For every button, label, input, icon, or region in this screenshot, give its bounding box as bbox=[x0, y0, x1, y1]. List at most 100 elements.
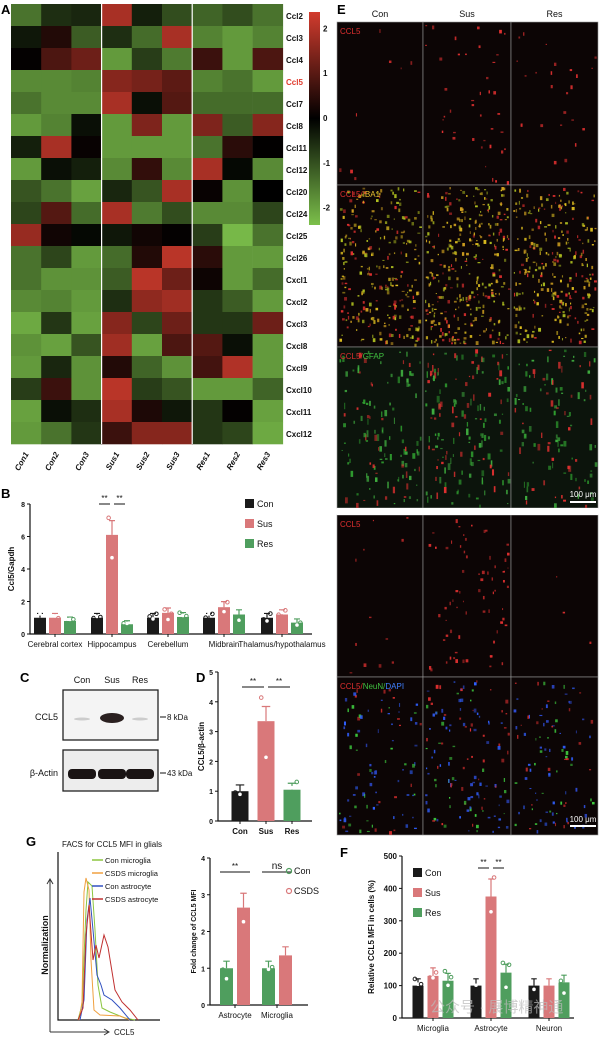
micrograph-signal bbox=[425, 235, 428, 238]
micrograph-signal bbox=[468, 224, 471, 228]
micrograph-signal bbox=[474, 814, 477, 817]
micrograph-signal bbox=[521, 292, 524, 295]
micrograph-signal bbox=[371, 215, 373, 218]
micrograph-signal bbox=[481, 480, 484, 485]
micrograph-signal bbox=[567, 465, 570, 470]
micrograph-signal bbox=[373, 776, 376, 778]
heatmap-cell bbox=[131, 378, 163, 401]
micrograph-signal bbox=[448, 276, 451, 281]
heatmap-cell bbox=[162, 48, 193, 71]
micrograph-signal bbox=[430, 320, 434, 324]
micrograph-signal bbox=[397, 376, 401, 384]
micrograph-signal bbox=[488, 90, 490, 94]
micrograph-signal bbox=[385, 340, 388, 345]
micrograph-signal bbox=[453, 437, 455, 444]
micrograph-signal bbox=[534, 337, 537, 339]
micrograph-signal bbox=[426, 251, 429, 254]
data-point bbox=[64, 620, 69, 626]
micrograph-signal bbox=[590, 418, 593, 425]
micrograph-signal bbox=[383, 324, 387, 328]
micrograph-signal bbox=[437, 253, 439, 256]
micrograph-signal bbox=[438, 614, 441, 618]
heatmap-cell bbox=[192, 400, 223, 423]
micrograph-signal bbox=[452, 454, 454, 458]
heatmap-cell bbox=[192, 180, 223, 203]
micrograph-signal bbox=[449, 212, 453, 215]
micrograph-signal bbox=[425, 491, 428, 496]
micrograph-signal bbox=[377, 318, 380, 323]
micrograph-signal bbox=[347, 315, 350, 320]
data-point bbox=[290, 785, 294, 790]
micrograph-signal bbox=[366, 804, 368, 809]
micrograph-signal bbox=[520, 124, 523, 127]
heatmap-cell bbox=[101, 4, 133, 27]
micrograph-signal bbox=[433, 371, 437, 379]
micrograph-signal bbox=[545, 263, 547, 267]
micrograph-signal bbox=[565, 222, 568, 225]
micrograph-signal bbox=[477, 26, 480, 30]
micrograph-signal bbox=[462, 340, 466, 344]
heatmap-cell bbox=[131, 422, 163, 445]
micrograph-signal bbox=[381, 461, 384, 464]
micrograph-signal bbox=[470, 699, 472, 702]
micrograph-signal bbox=[365, 402, 369, 405]
micrograph-signal bbox=[473, 775, 477, 780]
micrograph-signal bbox=[425, 309, 429, 312]
micrograph-signal bbox=[466, 428, 469, 436]
micrograph-signal bbox=[571, 287, 574, 290]
data-point bbox=[280, 610, 284, 615]
micrograph-signal bbox=[547, 253, 550, 256]
micrograph-signal bbox=[443, 115, 446, 118]
micrograph-signal bbox=[514, 782, 518, 784]
micrograph-signal bbox=[571, 359, 575, 362]
micrograph-signal bbox=[476, 367, 478, 375]
y-tick-label: 2 bbox=[209, 759, 213, 766]
micrograph-signal bbox=[485, 165, 487, 168]
legend-marker bbox=[285, 867, 293, 875]
micrograph-signal bbox=[385, 286, 387, 288]
micrograph-signal bbox=[520, 263, 524, 267]
micrograph-signal bbox=[491, 291, 494, 295]
micrograph-signal bbox=[488, 318, 492, 322]
micrograph-signal bbox=[378, 664, 382, 668]
micrograph-signal bbox=[430, 495, 432, 499]
micrograph-signal bbox=[555, 387, 558, 393]
micrograph-signal bbox=[470, 795, 474, 799]
micrograph-signal bbox=[472, 709, 474, 712]
micrograph-signal bbox=[444, 333, 448, 336]
micrograph-signal bbox=[415, 393, 417, 399]
micrograph-signal bbox=[389, 453, 392, 461]
micrograph-signal bbox=[496, 222, 499, 226]
colorbar-tick: 0 bbox=[323, 114, 328, 123]
heatmap-cell bbox=[101, 158, 133, 181]
micrograph-signal bbox=[494, 589, 497, 592]
micrograph-signal bbox=[443, 486, 447, 494]
micrograph-signal bbox=[471, 291, 474, 294]
legend-label: Sus bbox=[257, 519, 273, 529]
micrograph-signal bbox=[431, 272, 434, 277]
micrograph-signal bbox=[555, 719, 558, 723]
micrograph-signal bbox=[480, 192, 483, 196]
micrograph-signal bbox=[344, 243, 347, 246]
micrograph-signal bbox=[466, 422, 469, 427]
micrograph-signal bbox=[452, 136, 456, 140]
micrograph-signal bbox=[495, 180, 498, 183]
micrograph-signal bbox=[350, 227, 353, 230]
micrograph-signal bbox=[379, 237, 382, 240]
micrograph-signal bbox=[545, 252, 548, 255]
micrograph-signal bbox=[523, 386, 527, 392]
x-tick-label: Microglia bbox=[261, 1011, 294, 1020]
micrograph-signal bbox=[453, 681, 456, 683]
micrograph-signal bbox=[362, 792, 366, 797]
micrograph-signal bbox=[489, 317, 492, 321]
heatmap-cell bbox=[162, 246, 193, 269]
micrograph-signal bbox=[400, 235, 403, 239]
heatmap-cell bbox=[71, 268, 102, 291]
micrograph-signal bbox=[391, 277, 395, 281]
micrograph-signal bbox=[582, 264, 584, 266]
heatmap-cell bbox=[41, 312, 72, 335]
micrograph-signal bbox=[505, 826, 509, 829]
micrograph-signal bbox=[568, 412, 571, 417]
micrograph-signal bbox=[410, 325, 413, 327]
micrograph-signal bbox=[527, 270, 531, 273]
